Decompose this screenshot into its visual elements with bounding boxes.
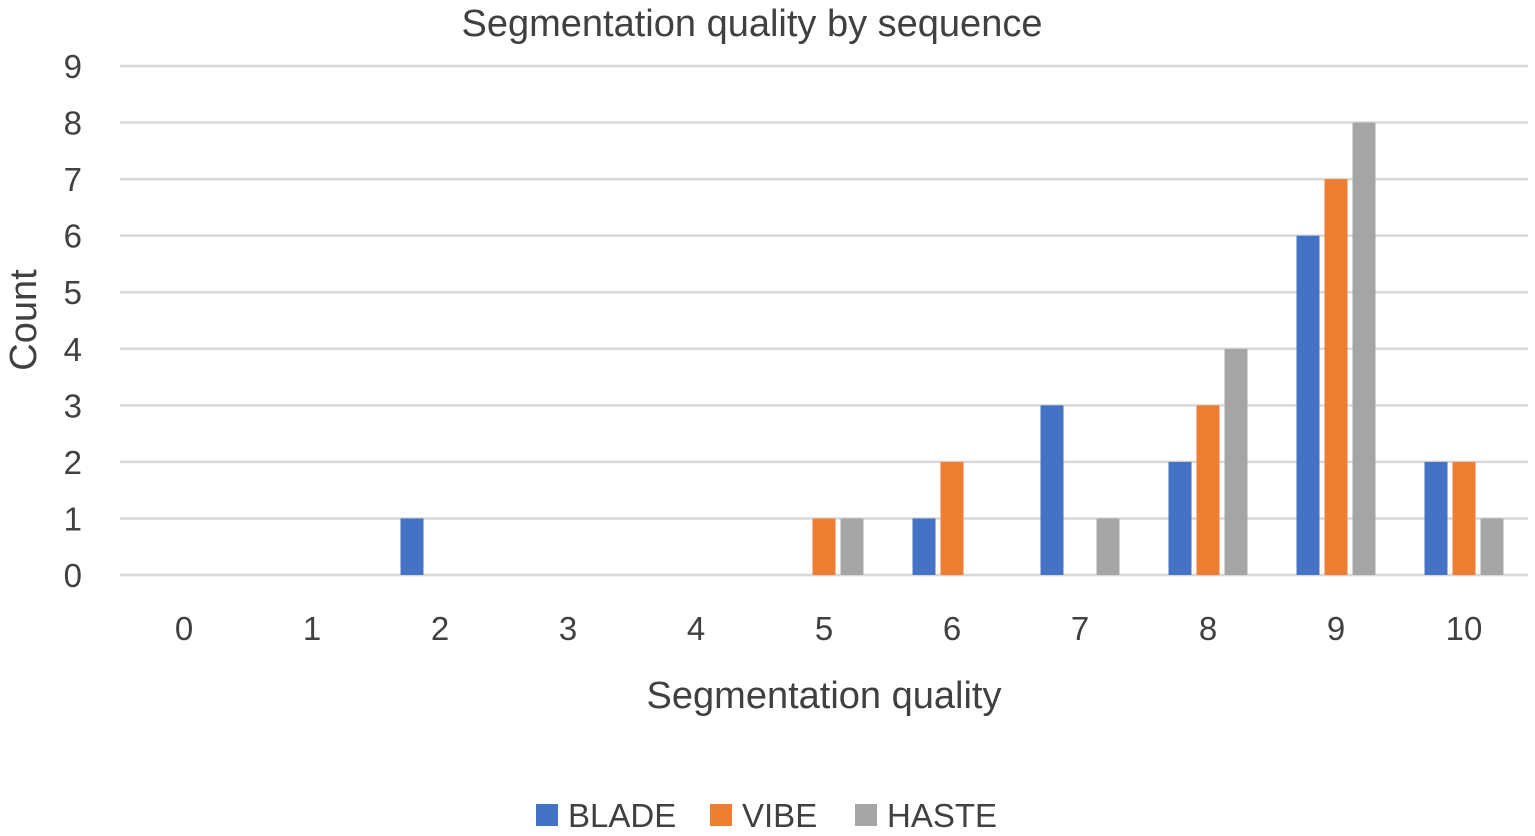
legend: BLADE VIBE HASTE (536, 797, 997, 834)
y-tick-label: 6 (64, 218, 82, 255)
y-tick-label: 5 (64, 274, 82, 311)
x-axis-title: Segmentation quality (647, 675, 1002, 717)
bar-haste-7 (1096, 518, 1120, 575)
y-axis-title: Count (3, 269, 45, 371)
legend-label-haste: HASTE (887, 797, 997, 834)
bar-haste-5 (840, 518, 864, 575)
x-tick-label: 9 (1327, 610, 1345, 647)
x-tick-label: 4 (687, 610, 705, 647)
y-tick-label: 1 (64, 500, 82, 537)
bar-vibe-5 (812, 518, 836, 575)
bar-haste-10 (1480, 518, 1504, 575)
y-tick-label: 4 (64, 331, 82, 368)
bar-vibe-8 (1196, 405, 1220, 575)
y-tick-label: 2 (64, 444, 82, 481)
legend-label-blade: BLADE (568, 797, 676, 834)
bar-vibe-10 (1452, 461, 1476, 575)
gridlines (120, 64, 1528, 577)
x-tick-label: 6 (943, 610, 961, 647)
y-tick-label: 7 (64, 161, 82, 198)
bar-vibe-6 (940, 461, 964, 575)
bar-blade-2 (400, 518, 424, 575)
legend-swatch-vibe (710, 804, 732, 826)
x-tick-label: 10 (1446, 610, 1483, 647)
bar-blade-8 (1168, 461, 1192, 575)
y-tick-label: 9 (64, 48, 82, 85)
x-tick-label: 0 (175, 610, 193, 647)
x-tick-label: 7 (1071, 610, 1089, 647)
y-axis-ticks: 0 1 2 3 4 5 6 7 8 9 (64, 48, 82, 594)
x-tick-label: 1 (303, 610, 321, 647)
legend-swatch-blade (536, 804, 558, 826)
bar-blade-6 (912, 518, 936, 575)
bar-haste-8 (1224, 348, 1248, 575)
x-tick-label: 8 (1199, 610, 1217, 647)
y-tick-label: 8 (64, 105, 82, 142)
bar-blade-9 (1296, 235, 1320, 575)
legend-label-vibe: VIBE (742, 797, 817, 834)
bar-blade-10 (1424, 461, 1448, 575)
y-tick-label: 0 (64, 557, 82, 594)
bar-blade-7 (1040, 405, 1064, 575)
x-tick-label: 2 (431, 610, 449, 647)
bar-vibe-9 (1324, 179, 1348, 575)
x-tick-label: 3 (559, 610, 577, 647)
x-tick-label: 5 (815, 610, 833, 647)
bar-haste-9 (1352, 122, 1376, 576)
chart-title: Segmentation quality by sequence (462, 3, 1043, 45)
bars (400, 122, 1504, 576)
y-tick-label: 3 (64, 387, 82, 424)
x-axis-ticks: 0 1 2 3 4 5 6 7 8 9 10 (175, 610, 1483, 647)
legend-swatch-haste (855, 804, 877, 826)
